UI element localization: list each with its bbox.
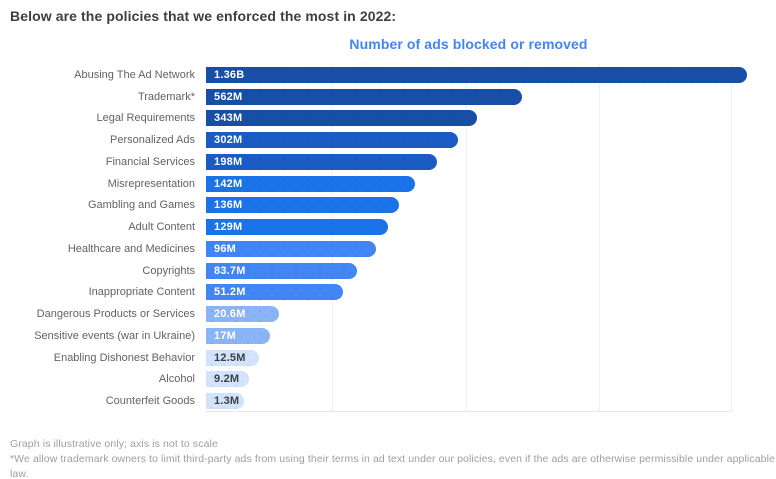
- bar-track: 96M: [206, 240, 766, 257]
- bar-track: 1.3M: [206, 393, 766, 410]
- bar-row: Healthcare and Medicines 96M: [10, 238, 766, 260]
- bar-track: 302M: [206, 132, 766, 149]
- bar: 136M: [206, 197, 399, 214]
- bar: 9.2M: [206, 371, 249, 388]
- category-label: Copyrights: [142, 264, 195, 277]
- bar: 142M: [206, 175, 415, 192]
- bar-track: 17M: [206, 327, 766, 344]
- bar-row: Enabling Dishonest Behavior 12.5M: [10, 347, 766, 369]
- bar-row: Gambling and Games 136M: [10, 195, 766, 217]
- bar: 83.7M: [206, 262, 357, 279]
- category-label: Dangerous Products or Services: [36, 308, 195, 321]
- bar-row: Trademark* 562M: [10, 86, 766, 108]
- bar-track: 136M: [206, 197, 766, 214]
- bar: 129M: [206, 219, 388, 236]
- bar-track: 129M: [206, 219, 766, 236]
- bar-track: 12.5M: [206, 349, 766, 366]
- bar-row: Dangerous Products or Services 20.6M: [10, 303, 766, 325]
- bar-row: Adult Content 129M: [10, 216, 766, 238]
- bar-row: Financial Services 198M: [10, 151, 766, 173]
- bar: 343M: [206, 110, 477, 127]
- bar-chart: Number of ads blocked or removed Abusing…: [10, 36, 766, 412]
- vertical-gridline: [465, 64, 467, 412]
- bar-row: Inappropriate Content 51.2M: [10, 282, 766, 304]
- footnotes: Graph is illustrative only; axis is not …: [10, 437, 776, 479]
- footnote-trademark: *We allow trademark owners to limit thir…: [10, 453, 775, 479]
- category-label: Gambling and Games: [88, 199, 195, 212]
- bar: 12.5M: [206, 349, 259, 366]
- category-label: Alcohol: [158, 373, 195, 386]
- bar-row: Copyrights 83.7M: [10, 260, 766, 282]
- bar: 302M: [206, 132, 458, 149]
- bar-rows: Abusing The Ad Network 1.36B Trademark* 562…: [10, 64, 766, 412]
- bar-track: 142M: [206, 175, 766, 192]
- footnote-scale-disclaimer: Graph is illustrative only; axis is not …: [10, 438, 218, 450]
- category-label: Counterfeit Goods: [105, 395, 195, 408]
- bar-track: 51.2M: [206, 284, 766, 301]
- bar: 562M: [206, 88, 522, 105]
- bar-row: Abusing The Ad Network 1.36B: [10, 64, 766, 86]
- category-label: Abusing The Ad Network: [74, 68, 195, 81]
- category-label: Inappropriate Content: [88, 286, 195, 299]
- vertical-gridline: [598, 64, 600, 412]
- bar-track: 198M: [206, 153, 766, 170]
- bar-row: Legal Requirements 343M: [10, 108, 766, 130]
- chart-title: Number of ads blocked or removed: [349, 36, 588, 52]
- category-label: Adult Content: [128, 221, 195, 234]
- bar: 1.36B: [206, 66, 747, 83]
- bar-track: 1.36B: [206, 66, 766, 83]
- bar-track: 83.7M: [206, 262, 766, 279]
- bar: 17M: [206, 327, 270, 344]
- x-axis-line: [206, 411, 731, 412]
- plot-area: Abusing The Ad Network 1.36B Trademark* 562…: [10, 64, 766, 412]
- bar: 20.6M: [206, 306, 279, 323]
- category-label: Sensitive events (war in Ukraine): [34, 329, 195, 342]
- category-label: Enabling Dishonest Behavior: [53, 351, 195, 364]
- bar-row: Alcohol 9.2M: [10, 369, 766, 391]
- category-label: Legal Requirements: [96, 112, 195, 125]
- bar: 96M: [206, 240, 376, 257]
- bar-row: Sensitive events (war in Ukraine) 17M: [10, 325, 766, 347]
- category-label: Personalized Ads: [110, 134, 195, 147]
- bar-track: 562M: [206, 88, 766, 105]
- page-title: Below are the policies that we enforced …: [10, 8, 397, 24]
- bar-row: Misrepresentation 142M: [10, 173, 766, 195]
- bar-track: 343M: [206, 110, 766, 127]
- category-label: Financial Services: [105, 155, 195, 168]
- bar-row: Counterfeit Goods 1.3M: [10, 390, 766, 412]
- vertical-gridline: [731, 64, 732, 412]
- bar-track: 9.2M: [206, 371, 766, 388]
- category-label: Misrepresentation: [107, 177, 195, 190]
- bar: 51.2M: [206, 284, 343, 301]
- vertical-gridline: [332, 64, 333, 412]
- bar: 1.3M: [206, 393, 244, 410]
- bar-track: 20.6M: [206, 306, 766, 323]
- bar-row: Personalized Ads 302M: [10, 129, 766, 151]
- bar: 198M: [206, 153, 437, 170]
- category-label: Trademark*: [137, 90, 195, 103]
- category-label: Healthcare and Medicines: [67, 242, 195, 255]
